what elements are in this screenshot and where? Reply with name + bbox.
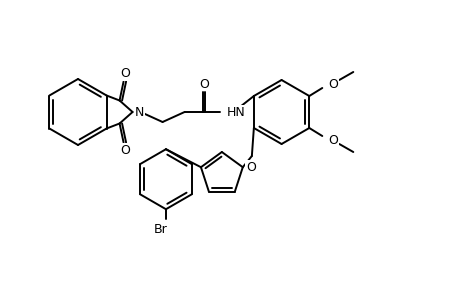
Text: HN: HN	[226, 106, 245, 118]
Text: O: O	[120, 67, 130, 80]
Text: O: O	[120, 144, 130, 157]
Text: O: O	[328, 77, 337, 91]
Text: Br: Br	[154, 223, 168, 236]
Text: N: N	[134, 106, 144, 118]
Text: O: O	[199, 77, 209, 91]
Text: O: O	[328, 134, 337, 146]
Text: O: O	[245, 161, 255, 174]
